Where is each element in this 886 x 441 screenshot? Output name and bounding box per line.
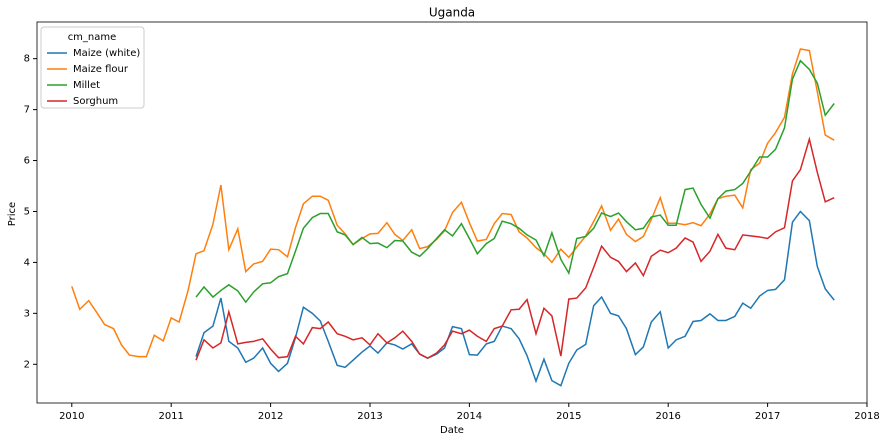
chart-title: Uganda: [429, 6, 475, 20]
x-axis-label: Date: [440, 425, 464, 436]
x-tick-label: 2018: [854, 411, 879, 422]
x-tick-label: 2016: [655, 411, 680, 422]
x-tick-label: 2014: [457, 411, 482, 422]
series-line: [195, 210, 835, 387]
y-tick-label: 8: [24, 54, 30, 65]
y-axis-label: Price: [7, 202, 18, 226]
x-tick-label: 2017: [755, 411, 780, 422]
y-tick-label: 5: [24, 206, 30, 217]
series-line: [195, 59, 835, 304]
x-tick-label: 2015: [556, 411, 581, 422]
y-tick-label: 7: [24, 105, 30, 116]
legend-title: cm_name: [68, 32, 117, 43]
series-line: [71, 48, 835, 358]
y-tick-label: 2: [24, 359, 30, 370]
legend-label: Maize (white): [73, 48, 140, 59]
series-line: [195, 136, 835, 361]
legend-label: Maize flour: [73, 64, 129, 75]
legend-box: [40, 26, 145, 109]
y-tick-label: 6: [24, 156, 30, 167]
x-tick-label: 2011: [158, 411, 183, 422]
y-tick-label: 3: [24, 308, 30, 319]
plot-frame: [36, 21, 868, 404]
legend-label: Sorghum: [73, 96, 118, 107]
x-tick-label: 2012: [258, 411, 283, 422]
x-tick-label: 2010: [59, 411, 84, 422]
legend: cm_name Maize (white) Maize flour Millet Sor…: [40, 26, 145, 109]
legend-label: Millet: [73, 80, 100, 91]
x-tick-label: 2013: [357, 411, 382, 422]
y-tick-label: 4: [24, 257, 30, 268]
